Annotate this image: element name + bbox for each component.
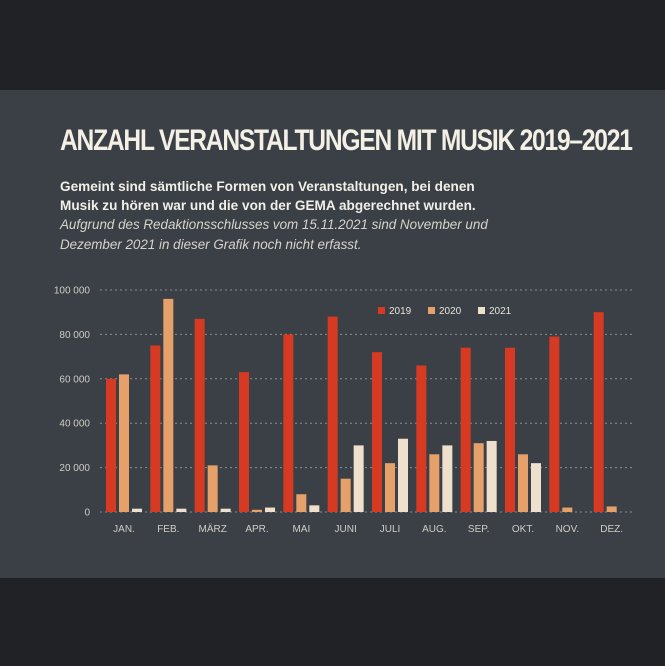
bar-2019	[106, 378, 116, 512]
bar-2019	[327, 316, 338, 512]
bar-2020	[252, 509, 262, 512]
bar-2021	[486, 440, 497, 512]
y-tick-label: 20 000	[59, 463, 90, 474]
subtitle-line: Musik zu hören war und die von der GEMA …	[60, 198, 476, 213]
legend-swatch	[478, 307, 485, 314]
chart-subtitle: Gemeint sind sämtliche Formen von Verans…	[60, 177, 620, 215]
x-tick-label: JAN.	[113, 524, 135, 535]
bar-2020	[518, 454, 528, 512]
bar-2021	[265, 507, 275, 512]
bar-2020	[429, 454, 440, 512]
bar-2019	[150, 345, 161, 512]
note-line: Aufgrund des Redaktionsschlusses vom 15.…	[60, 217, 488, 232]
x-tick-label: DEZ.	[600, 524, 623, 535]
legend-label: 2020	[439, 306, 462, 317]
x-tick-label: JUNI	[335, 524, 357, 535]
x-tick-label: FEB.	[157, 524, 179, 535]
bar-2020	[473, 443, 484, 512]
bar-2020	[606, 506, 617, 512]
x-tick-label: JULI	[380, 524, 401, 535]
bar-2020	[163, 298, 174, 512]
bar-2020	[340, 478, 351, 512]
bar-2021	[531, 463, 541, 512]
x-tick-label: APR.	[245, 524, 268, 535]
bar-2019	[194, 318, 205, 512]
x-tick-label: MAI	[292, 524, 310, 535]
x-tick-label: NOV.	[556, 524, 580, 535]
bar-2020	[119, 374, 129, 512]
bar-2021	[398, 438, 408, 512]
x-tick-label: AUG.	[422, 524, 446, 535]
bar-2020	[385, 463, 395, 512]
bar-2019	[239, 372, 249, 512]
y-tick-label: 80 000	[59, 330, 90, 341]
legend-label: 2019	[389, 306, 412, 317]
bar-2021	[353, 445, 364, 512]
y-tick-label: 100 000	[54, 286, 91, 297]
bar-2020	[296, 494, 307, 512]
legend-swatch	[428, 307, 435, 314]
bar-2019	[283, 334, 294, 512]
bar-2021	[442, 445, 453, 512]
y-tick-label: 0	[84, 508, 90, 519]
bar-2019	[460, 347, 471, 512]
x-tick-label: MÄRZ	[198, 523, 226, 535]
bar-2020	[562, 507, 573, 512]
bar-2021	[220, 508, 231, 512]
subtitle-line: Gemeint sind sämtliche Formen von Verans…	[60, 179, 475, 194]
y-tick-label: 60 000	[59, 374, 90, 385]
chart-note: Aufgrund des Redaktionsschlusses vom 15.…	[60, 215, 620, 255]
x-tick-label: SEP.	[468, 524, 490, 535]
bar-2019	[593, 312, 604, 512]
bar-2019	[549, 336, 560, 512]
bar-2021	[132, 508, 142, 512]
x-tick-label: OKT.	[512, 524, 534, 535]
bar-2021	[176, 508, 187, 512]
bar-2020	[207, 465, 218, 512]
bar-2021	[309, 505, 320, 512]
bar-2019	[505, 347, 515, 512]
page-title: ANZAHL VERANSTALTUNGEN MIT MUSIK 2019–20…	[60, 124, 633, 157]
note-line: Dezember 2021 in dieser Grafik noch nich…	[60, 237, 362, 252]
legend-swatch	[378, 307, 385, 314]
bar-2019	[372, 352, 382, 512]
y-tick-label: 40 000	[59, 419, 90, 430]
bar-2019	[416, 365, 427, 512]
legend-label: 2021	[489, 306, 512, 317]
bar-chart: 0 20 000 40 000 60 000 80 000 100 000 JAN. FEB.…	[54, 286, 632, 535]
